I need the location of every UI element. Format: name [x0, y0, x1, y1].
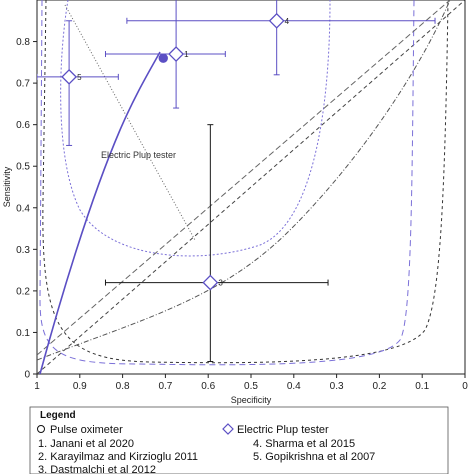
x-axis: 1 0.9 0.8 0.7 0.6 0.5 0.4 0.3 0.2 0.1 0	[34, 374, 468, 392]
y-axis-title: Sensitivity	[2, 166, 12, 207]
reference-dashed-line	[37, 0, 451, 356]
x-tick-label: 0.1	[415, 381, 429, 392]
legend-study: 1. Janani et al 2020	[38, 438, 134, 450]
y-tick-label: 0.7	[16, 79, 30, 90]
y-tick-label: 0.2	[16, 286, 30, 297]
x-tick-label: 0.4	[287, 381, 301, 392]
x-tick-label: 1	[34, 381, 40, 392]
data-marks	[37, 0, 436, 363]
x-tick-label: 0.7	[158, 381, 172, 392]
study-point-label: 5	[77, 73, 82, 82]
legend-title: Legend	[40, 410, 76, 421]
study-point-diamond	[202, 274, 219, 291]
legend-diamond-icon	[222, 423, 234, 435]
y-tick-label: 0.3	[16, 245, 30, 256]
study-point-label: 3	[218, 279, 223, 288]
x-tick-label: 0.5	[244, 381, 258, 392]
x-axis-title: Specificity	[231, 395, 272, 405]
study-point-diamond	[268, 12, 285, 29]
study-point-diamond	[168, 46, 185, 62]
legend-box	[29, 406, 449, 474]
y-tick-label: 0	[24, 370, 30, 381]
ept-sroc-curve	[39, 51, 161, 374]
x-tick-label: 0.2	[372, 381, 386, 392]
study-point-diamond	[61, 68, 78, 85]
curve-label: Electric Plup tester	[101, 150, 176, 160]
x-tick-label: 0	[462, 381, 468, 392]
y-tick-label: 0.5	[16, 162, 30, 173]
legend-marker-label: Electric Plup tester	[237, 424, 329, 436]
x-tick-label: 0.9	[73, 381, 87, 392]
y-tick-label: 0.8	[16, 37, 30, 48]
chance-line	[37, 0, 465, 374]
legend-marker-label: Pulse oximeter	[50, 424, 123, 436]
y-axis: 0 0.1 0.2 0.3 0.4 0.5 0.6 0.7 0.8	[16, 37, 37, 381]
x-tick-label: 0.8	[116, 381, 130, 392]
legend-circle-icon	[37, 425, 45, 433]
legend-study: 4. Sharma et al 2015	[253, 438, 355, 450]
pulse-oximeter-ci-region	[42, 0, 449, 364]
study-point-label: 1	[184, 50, 189, 59]
x-tick-label: 0.6	[201, 381, 215, 392]
y-tick-label: 0.6	[16, 120, 30, 131]
legend-study: 3. Dastmalchi et al 2012	[38, 464, 156, 474]
summary-point	[158, 53, 168, 63]
pulse-oximeter-sroc-curve	[37, 0, 451, 361]
point-labels: 1 4 5 3	[77, 17, 290, 288]
legend: Legend Pulse oximeter Electric Plup test…	[29, 406, 449, 474]
legend-study: 2. Karayilmaz and Kirzioglu 2011	[38, 451, 198, 463]
x-tick-label: 0.3	[330, 381, 344, 392]
study-point-label: 4	[285, 17, 290, 26]
model-curves	[37, 0, 465, 374]
y-tick-label: 0.4	[16, 203, 30, 214]
y-tick-label: 0.1	[16, 328, 30, 339]
legend-study: 5. Gopikrishna et al 2007	[253, 451, 375, 463]
